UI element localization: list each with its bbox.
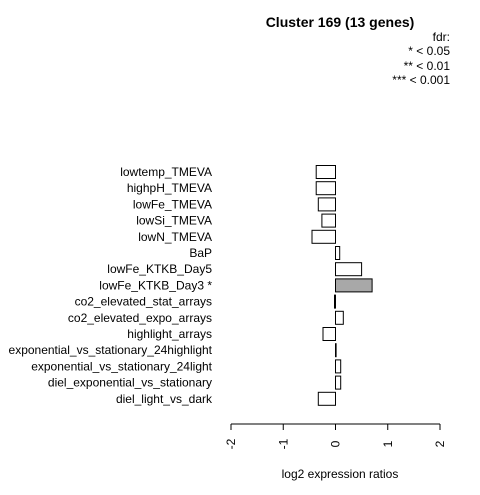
bar-10 [335,310,344,325]
bar-9 [334,294,336,309]
bar-7 [335,262,363,277]
bar-6 [335,246,341,260]
legend-entry-2: ** < 0.01 [404,59,451,73]
category-label-15: diel_light_vs_dark [116,392,213,406]
x-tick-label-5: 2 [433,440,447,447]
x-tick-label-1: -2 [224,438,238,449]
legend-title: fdr: [433,30,450,44]
bar-2 [315,181,337,196]
category-label-8: lowFe_KTKB_Day3 * [99,278,212,292]
bar-3 [317,197,336,212]
category-label-5: lowN_TMEVA [138,230,212,244]
bar-8 [335,278,373,293]
x-axis: -2 -1 0 1 2 [224,423,447,449]
category-label-1: lowtemp_TMEVA [120,165,212,179]
category-label-9: co2_elevated_stat_arrays [75,295,212,309]
category-label-13: exponential_vs_stationary_24light [31,359,212,373]
x-tick-label-4: 1 [381,440,395,447]
bar-15 [317,391,336,406]
bars [311,165,373,406]
bar-13 [335,359,342,374]
x-axis-label: log2 expression ratios [282,467,399,481]
bar-12 [335,343,337,358]
bar-1 [315,165,337,179]
category-label-6: BaP [189,246,212,260]
x-tick-label-3: 0 [329,440,343,447]
x-tick-label-2: -1 [276,438,290,449]
category-label-7: lowFe_KTKB_Day5 [107,262,212,276]
category-label-11: highlight_arrays [127,327,212,341]
category-label-12: exponential_vs_stationary_24highlight [9,343,213,357]
category-labels: lowtemp_TMEVA highpH_TMEVA lowFe_TMEVA lowS… [9,165,213,406]
category-label-14: diel_exponential_vs_stationary [48,376,212,390]
legend-entry-1: * < 0.05 [408,44,450,58]
category-label-2: highpH_TMEVA [127,181,212,195]
bar-4 [321,213,336,228]
chart-title: Cluster 169 (13 genes) [266,14,415,30]
legend: fdr: * < 0.05 ** < 0.01 *** < 0.001 [392,30,450,87]
category-label-3: lowFe_TMEVA [133,197,212,211]
legend-entry-3: *** < 0.001 [392,73,450,87]
bar-11 [322,327,336,341]
bar-14 [335,375,342,390]
category-label-10: co2_elevated_expo_arrays [68,311,212,325]
category-label-4: lowSi_TMEVA [136,214,212,228]
bar-5 [311,229,336,244]
